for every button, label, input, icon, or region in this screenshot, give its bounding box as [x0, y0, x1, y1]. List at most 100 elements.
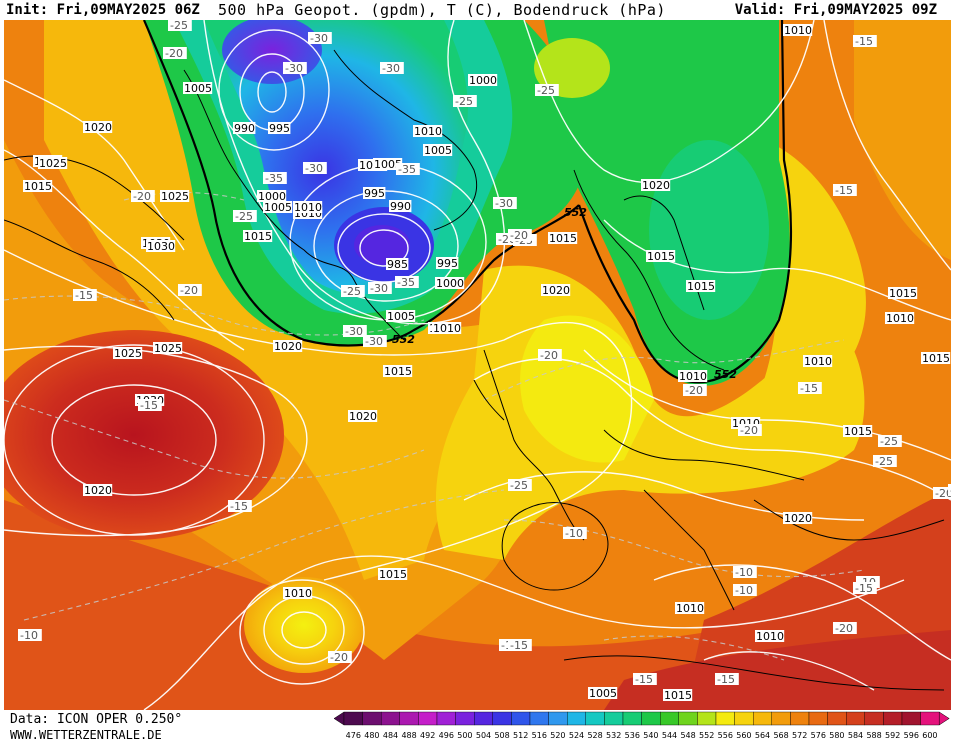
colorbar-swatch — [864, 711, 884, 726]
isotherm-label-bg — [263, 172, 287, 184]
isotherm-label-bg — [563, 527, 587, 539]
isotherm-label-bg — [380, 62, 404, 74]
isobar-label-bg — [413, 125, 443, 137]
isotherm-label: -25 — [343, 285, 361, 298]
colorbar-swatch — [697, 711, 717, 726]
isobar-label-bg — [268, 122, 291, 134]
isotherm-label: -15 — [635, 673, 653, 686]
isotherm-label: -30 — [305, 162, 323, 175]
contour-labels: 552 552 552 — [392, 206, 737, 381]
colorbar-tick-label: 488 — [401, 731, 416, 740]
isotherm-label-bg — [341, 285, 365, 297]
isotherm-label-bg — [453, 95, 477, 107]
isobar-label: 1015 — [384, 365, 412, 378]
colorbar-swatch — [660, 711, 680, 726]
isobar-label: 1005 — [387, 310, 415, 323]
isobar-label-bg — [378, 568, 408, 580]
isobar-label: 1015 — [922, 352, 950, 365]
coastlines — [4, 49, 945, 691]
colorbar-swatch — [418, 711, 438, 726]
isotherm-label: -30 — [345, 325, 363, 338]
isobar-label: 1010 — [784, 24, 812, 37]
isotherm-label: -25 — [510, 479, 528, 492]
isotherm-label: -35 — [398, 163, 416, 176]
colorbar-tick-label: 560 — [736, 731, 751, 740]
isobar-label: 1010 — [886, 312, 914, 325]
field-north-east — [854, 20, 951, 260]
temperature-labels: -25-20-30-30 -30-35-30 -35-30-25-25-30-20-… — [18, 20, 951, 686]
isotherm-label-bg — [715, 673, 739, 685]
colorbar-swatch — [529, 711, 549, 726]
colorbar-tick-label: 556 — [718, 731, 733, 740]
colorbar-tick-label: 540 — [643, 731, 658, 740]
isobar-label: 1020 — [542, 284, 570, 297]
isobar-label-bg — [386, 258, 409, 270]
isotherm-label: -20 — [330, 651, 348, 664]
isobar-label: 1010 — [414, 125, 442, 138]
colorbar-swatch — [548, 711, 568, 726]
isobar-label: 1005 — [374, 158, 402, 171]
isobar-label-bg — [233, 122, 256, 134]
colorbar-swatch — [641, 711, 661, 726]
isobar-label-bg — [783, 512, 813, 524]
isobar-label: 995 — [437, 257, 458, 270]
colorbar-tick-label: 492 — [420, 731, 435, 740]
colorbar-tick-label: 552 — [699, 731, 714, 740]
isotherm-label-bg — [535, 84, 559, 96]
isotherm-label: -15 — [717, 673, 735, 686]
isotherm-label: -20 — [685, 384, 703, 397]
colorbar-tick-label: 476 — [346, 731, 361, 740]
isotherm-label-bg — [733, 566, 757, 578]
isotherm-label: -15 — [835, 184, 853, 197]
colorbar-tick-label: 576 — [811, 731, 826, 740]
colorbar-swatch — [753, 711, 773, 726]
isobar-label: 1015 — [379, 568, 407, 581]
isotherm-label-bg — [168, 20, 192, 31]
isotherm-label: -30 — [495, 197, 513, 210]
isotherm-label: -30 — [365, 335, 383, 348]
isobar-label: 1015 — [549, 232, 577, 245]
isobar-label-bg — [663, 689, 693, 701]
colorbar-tick-label: 600 — [922, 731, 937, 740]
isotherm-label-bg — [18, 629, 42, 641]
isotherm-label: -10 — [950, 484, 951, 497]
colorbar-swatch — [566, 711, 586, 726]
colorbar-swatch — [678, 711, 698, 726]
colorbar-tick-label: 500 — [457, 731, 472, 740]
isobar-label: 1015 — [687, 280, 715, 293]
geopotential-552-label: 552 — [714, 368, 737, 381]
isobar-label: 1005 — [589, 687, 617, 700]
isobar-label: 1005 — [424, 144, 452, 157]
isotherm-label: -25 — [235, 210, 253, 223]
isobar-label: 1010 — [294, 201, 322, 214]
init-time: Init: Fri,09MAY2025 06Z — [6, 2, 200, 18]
colorbar-swatch — [901, 711, 921, 726]
isotherm-label-bg — [368, 282, 392, 294]
isobar-label: 1010 — [433, 322, 461, 335]
isobar-label-bg — [160, 190, 190, 202]
isotherm-label: -15 — [510, 639, 528, 652]
isobar-label: 1025 — [114, 347, 142, 360]
isobar-label-bg — [386, 310, 416, 322]
isobar-label: 1015 — [844, 425, 872, 438]
isotherm-label-bg — [138, 399, 162, 411]
isobar-label: 1025 — [154, 342, 182, 355]
colorbar-swatch — [734, 711, 754, 726]
isotherm-label-bg — [493, 197, 517, 209]
colorbar-swatch — [846, 711, 866, 726]
isotherm-label-bg — [798, 382, 822, 394]
weather-map: 1010100599099510001000100510101020102010… — [4, 20, 951, 710]
colorbar-tick-label: 580 — [829, 731, 844, 740]
isobar-label-bg — [273, 340, 303, 352]
isotherm-label: -20 — [935, 487, 951, 500]
isobar-label: 1015 — [889, 287, 917, 300]
isobar-label: 1005 — [264, 201, 292, 214]
isobar-label-bg — [257, 190, 287, 202]
colorbar-swatch — [585, 711, 605, 726]
isobar-label: 1015 — [244, 230, 272, 243]
isobar-label-bg — [83, 121, 113, 133]
isotherm-label-bg — [343, 325, 367, 337]
isobar-label: 1020 — [784, 512, 812, 525]
colorbar-tick-label: 548 — [680, 731, 695, 740]
isotherm-label-bg — [853, 582, 877, 594]
